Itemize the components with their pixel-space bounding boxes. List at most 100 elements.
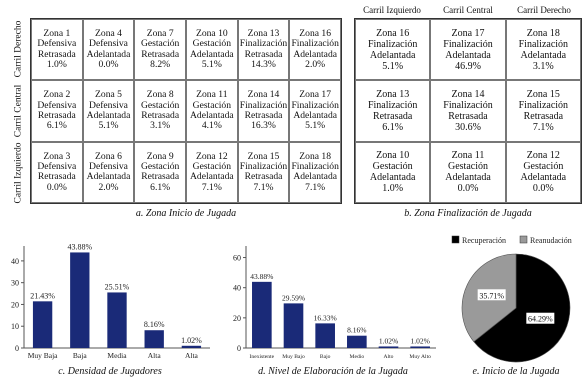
zone-zona: Zona 3 [43,150,71,162]
bar [378,346,399,348]
zone-l1: Finalización [239,99,288,111]
zone-cell: Zona 8 Gestación Retrasada 3.1% [134,80,186,142]
zone-l1: Gestación [192,38,232,50]
data-label: 8.16% [347,326,366,335]
zone-l2: Adelantada [369,49,416,61]
slice-label-box [526,312,555,324]
zone-zona: Zona 7 [146,27,174,39]
zone-l2: Retrasada [141,48,180,60]
zone-pct: 0.0% [457,183,479,195]
zone-l2: Retrasada [37,48,76,60]
zone-zona: Zona 1 [43,27,71,39]
zone-l1: Defensiva [89,38,128,50]
zone-l2: Adelantada [369,172,416,184]
zone-l2: Retrasada [244,109,283,121]
zone-zona: Zona 17 [451,27,485,39]
y-tick-label: 0 [237,344,241,353]
zone-cell: Zona 18 Finalización Adelantada 7.1% [289,141,341,203]
zone-l1: Finalización [291,38,339,50]
lane-top-derecho: Carril Derecho [517,5,571,15]
data-label: 43.88% [250,272,273,281]
zone-cell: Zona 15 Finalización Retrasada 7.1% [505,80,581,142]
bar [32,301,53,348]
zone-l1: Defensiva [89,160,128,172]
zone-zona: Zona 18 [526,27,560,39]
zone-pct: 6.1% [150,181,171,193]
y-tick-label: 60 [233,254,241,263]
lane-label-text: Carril Izquierdo [13,142,23,204]
zone-zona: Zona 14 [451,88,485,100]
zone-cell: Zona 3 Defensiva Retrasada 0.0% [31,141,83,203]
category-label: Alto [384,354,394,360]
zone-l2: Retrasada [523,110,564,122]
zone-l1: Finalización [443,38,493,50]
zone-pct: 1.0% [382,183,404,195]
zone-grid-inicio: Zona 1 Defensiva Retrasada 1.0% Zona 4 Defens… [30,18,342,204]
zone-cell: Zona 10 Gestación Adelantada 1.0% [355,141,431,203]
zone-l1: Defensiva [37,160,77,172]
panel-a-lane-labels: Carril Derecho Carril Central Carril Izq… [8,18,28,204]
bar [252,281,272,348]
slice-label-box [477,289,506,301]
slice-label: 64.29% [528,315,553,324]
caption-e: e. Inicio de la Jugada [472,366,560,377]
zone-cell: Zona 2 Defensiva Retrasada 6.1% [31,80,83,142]
zone-pct: 46.9% [455,60,481,72]
zone-l1: Finalización [367,99,418,111]
zone-l1: Gestación [372,161,413,173]
zone-pct: 7.1% [305,181,326,193]
zone-pct: 6.1% [382,121,404,133]
zone-l1: Finalización [239,38,288,50]
zone-l2: Retrasada [37,109,76,121]
zone-pct: 2.0% [305,59,326,71]
zone-zona: Zona 15 [526,88,560,100]
bar [144,330,164,348]
zone-l1: Finalización [291,99,339,111]
zone-l1: Defensiva [89,99,128,111]
zone-pct: 7.1% [532,121,554,133]
legend-label: Reanudación [530,236,572,245]
zone-zona: Zona 11 [451,150,485,162]
zone-cell: Zona 16 Finalización Adelantada 5.1% [355,19,431,81]
zone-pct: 3.1% [532,60,554,72]
zone-l2: Adelantada [86,171,131,183]
zone-pct: 0.0% [98,59,119,71]
zone-zona: Zona 16 [299,27,332,39]
zone-l1: Gestación [447,161,488,173]
lane-label-derecho: Carril Derecho [8,18,28,80]
legend-swatch [519,235,528,244]
zone-cell: Zona 14 Finalización Retrasada 30.6% [430,80,506,142]
category-label: Alta [148,351,162,360]
zone-cell: Zona 17 Finalización Adelantada 5.1% [289,80,341,142]
category-label: Bajo [320,354,331,360]
zone-l2: Adelantada [86,48,131,60]
category-label: Media [107,351,127,360]
category-label: Inexistente [250,354,275,360]
zone-zona: Zona 9 [146,150,174,162]
zone-zona: Zona 17 [299,89,332,101]
zone-pct: 14.3% [251,59,276,71]
zone-zona: Zona 14 [247,89,280,101]
zone-zona: Zona 13 [247,27,280,39]
zone-l2: Adelantada [86,109,131,121]
data-label: 25.51% [105,282,130,291]
zone-zona: Zona 13 [376,88,410,100]
zone-l2: Retrasada [244,48,283,60]
zone-cell: Zona 12 Gestación Adelantada 7.1% [186,141,238,203]
bar [107,292,127,348]
zone-pct: 30.6% [455,121,481,133]
zone-l1: Gestación [140,99,180,111]
zone-l2: Adelantada [520,49,567,61]
bar-chart-densidad: 0 10 20 30 40 21.43% Muy Baja 43.88% Baja 25.51% M… [11,242,210,360]
zone-l2: Retrasada [448,110,488,122]
zone-zona: Zona 10 [376,150,410,162]
zone-zona: Zona 6 [95,150,122,162]
category-label: Muy Bajo [282,354,305,360]
y-tick-label: 10 [11,322,19,331]
data-label: 21.43% [30,291,55,300]
y-tick-label: 40 [11,257,19,266]
caption-a: a. Zona Inicio de Jugada [135,208,237,219]
zone-cell: Zona 1 Defensiva Retrasada 1.0% [31,19,83,81]
zone-cell: Zona 11 Gestación Adelantada 0.0% [430,141,506,203]
zone-zona: Zona 15 [247,150,280,162]
